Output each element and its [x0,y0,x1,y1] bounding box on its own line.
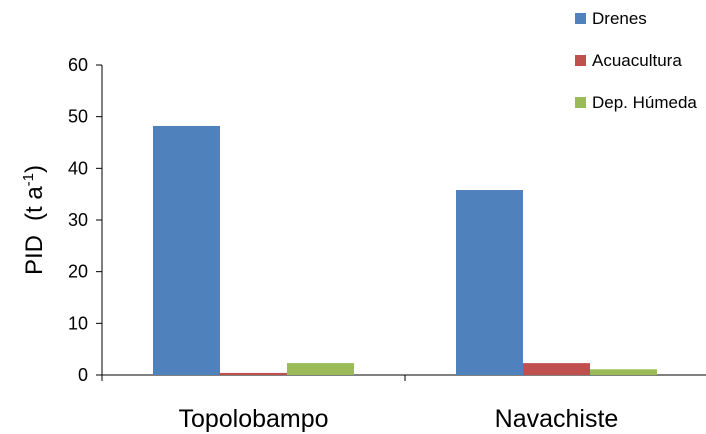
x-category-label: Navachiste [495,405,619,433]
y-tick-label: 30 [68,210,88,230]
legend-swatch [575,55,586,66]
y-tick-label: 50 [68,107,88,127]
bar-dep-h-meda-navachiste [590,369,657,375]
legend-label: Acuacultura [592,51,682,70]
bars [153,125,657,375]
y-axis-label: PID (t a-1) [20,165,48,275]
bar-acuacultura-navachiste [523,363,590,375]
legend-swatch [575,97,586,108]
legend: Drenes Acuacultura Dep. Húmeda [575,9,697,112]
y-axis-title-text: PID [21,235,48,275]
bar-dep-h-meda-topolobampo [287,363,354,375]
bar-acuacultura-topolobampo [220,372,287,375]
y-tick-label: 60 [68,55,88,75]
y-tick-label: 10 [68,313,88,333]
bar-drenes-topolobampo [153,125,220,375]
y-tick-label: 40 [68,158,88,178]
legend-swatch [575,13,586,24]
y-tick-label: 0 [78,365,88,385]
legend-label: Dep. Húmeda [592,93,697,112]
y-axis-title: PID (t a-1) [20,165,48,275]
y-tick-label: 20 [68,262,88,282]
x-category-label: Topolobampo [178,405,328,433]
bar-drenes-navachiste [456,190,523,375]
y-axis-unit: (t a-1) [20,165,48,221]
axes: 0 10 20 30 40 50 60 Topolobampo Navachiste [68,55,706,433]
legend-label: Drenes [592,9,647,28]
